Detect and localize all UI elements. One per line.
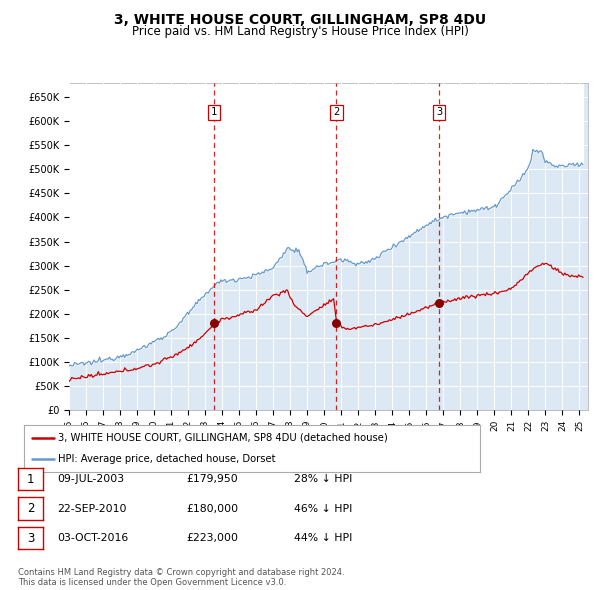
Text: 1: 1: [27, 473, 34, 486]
Text: This data is licensed under the Open Government Licence v3.0.: This data is licensed under the Open Gov…: [18, 578, 286, 588]
Text: 3, WHITE HOUSE COURT, GILLINGHAM, SP8 4DU (detached house): 3, WHITE HOUSE COURT, GILLINGHAM, SP8 4D…: [58, 432, 388, 442]
Text: 1: 1: [211, 107, 217, 117]
Text: 46% ↓ HPI: 46% ↓ HPI: [294, 504, 352, 513]
Text: 09-JUL-2003: 09-JUL-2003: [57, 474, 124, 484]
Text: Price paid vs. HM Land Registry's House Price Index (HPI): Price paid vs. HM Land Registry's House …: [131, 25, 469, 38]
Text: 3, WHITE HOUSE COURT, GILLINGHAM, SP8 4DU: 3, WHITE HOUSE COURT, GILLINGHAM, SP8 4D…: [114, 13, 486, 27]
Text: Contains HM Land Registry data © Crown copyright and database right 2024.: Contains HM Land Registry data © Crown c…: [18, 568, 344, 577]
Text: 44% ↓ HPI: 44% ↓ HPI: [294, 533, 352, 543]
Text: 3: 3: [27, 532, 34, 545]
Text: 28% ↓ HPI: 28% ↓ HPI: [294, 474, 352, 484]
Text: 22-SEP-2010: 22-SEP-2010: [57, 504, 127, 513]
Text: 2: 2: [27, 502, 34, 515]
Text: 3: 3: [436, 107, 442, 117]
Text: 03-OCT-2016: 03-OCT-2016: [57, 533, 128, 543]
Text: £180,000: £180,000: [186, 504, 238, 513]
Text: HPI: Average price, detached house, Dorset: HPI: Average price, detached house, Dors…: [58, 454, 276, 464]
Text: £223,000: £223,000: [186, 533, 238, 543]
Text: 2: 2: [334, 107, 340, 117]
Text: £179,950: £179,950: [186, 474, 238, 484]
